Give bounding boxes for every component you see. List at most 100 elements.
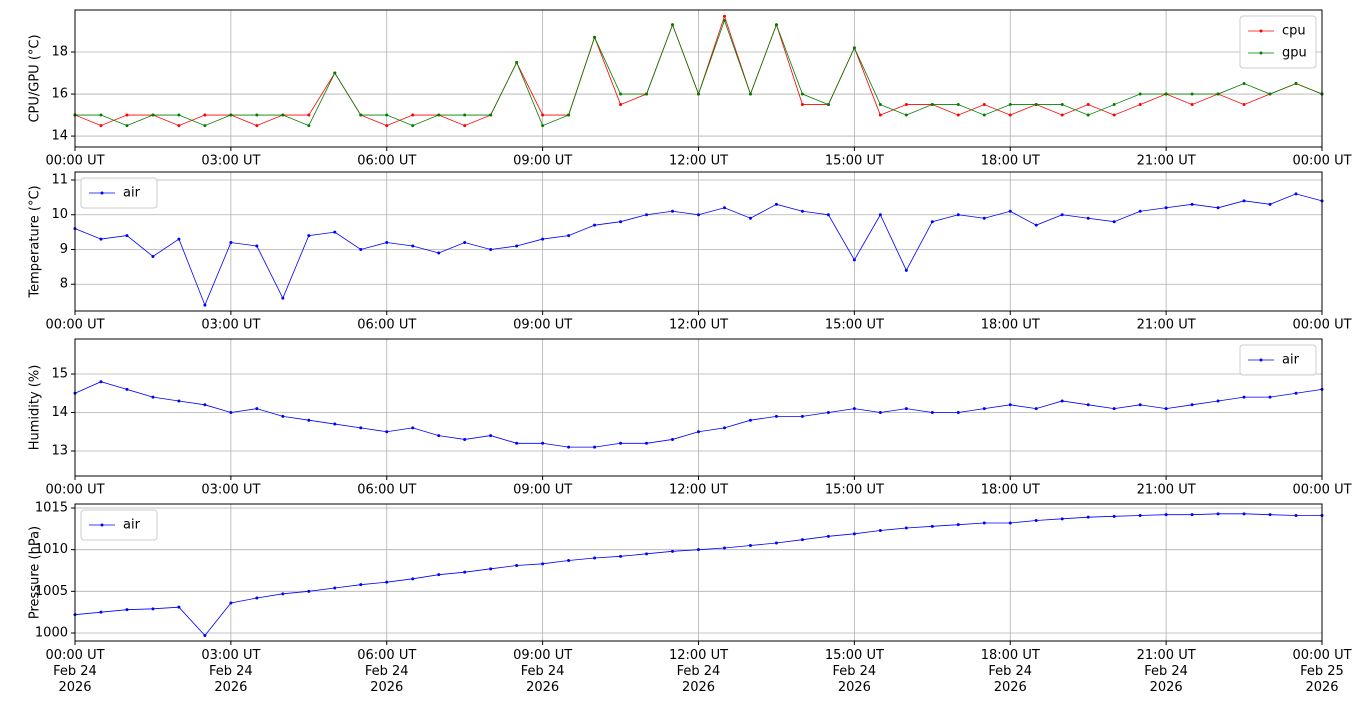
data-point: [722, 14, 726, 18]
data-point: [151, 113, 155, 117]
data-point: [333, 586, 337, 590]
data-point: [826, 411, 830, 415]
data-point: [281, 296, 285, 300]
data-point: [411, 426, 415, 430]
data-point: [1294, 82, 1298, 86]
data-point: [255, 113, 259, 117]
data-point: [463, 437, 467, 441]
data-point: [1060, 103, 1064, 107]
data-point: [1138, 403, 1142, 407]
data-point: [541, 113, 545, 117]
data-point: [1190, 202, 1194, 206]
data-point: [930, 103, 934, 107]
data-point: [1138, 92, 1142, 96]
x-tick-label: 21:00 UT: [1137, 154, 1196, 169]
data-point: [385, 430, 389, 434]
data-point: [982, 216, 986, 220]
data-point: [1268, 92, 1272, 96]
x-tick-label: 09:00 UT: [513, 318, 572, 333]
y-tick-label: 15: [51, 367, 68, 382]
data-point: [671, 549, 675, 553]
data-point: [852, 532, 856, 536]
data-point: [774, 23, 778, 27]
data-point: [463, 124, 467, 128]
x-tick-label: 18:00 UT: [981, 154, 1040, 169]
data-point: [697, 213, 700, 217]
data-point: [99, 380, 103, 384]
data-point: [645, 441, 649, 445]
plot-frame: [74, 9, 1323, 148]
data-point: [463, 241, 467, 245]
data-point: [1112, 103, 1116, 107]
data-point: [1008, 209, 1012, 213]
panel: 00:00 UT 03:00 UT 06:00 UT 09:00 UT 12:00 UT…: [28, 9, 1352, 169]
y-tick-label: 8: [60, 277, 68, 292]
data-point: [645, 213, 649, 217]
data-point: [541, 124, 545, 128]
legend: air: [80, 509, 158, 541]
data-point: [307, 113, 311, 117]
x-tick-label: 15:00 UT: [825, 483, 884, 498]
y-tick-label: 1000: [35, 626, 68, 641]
data-point: [1008, 403, 1012, 407]
data-point: [99, 124, 103, 128]
data-point: [99, 113, 103, 117]
panel: 00:00 UT 03:00 UT 06:00 UT 09:00 UT 12:00 UT…: [28, 338, 1352, 498]
data-point: [255, 244, 259, 248]
data-point: [567, 113, 571, 117]
x-tick-label: 00:00 UT: [45, 154, 104, 169]
data-point: [229, 113, 233, 117]
data-point: [1216, 399, 1220, 403]
data-point: [1034, 223, 1038, 227]
data-point: [1294, 192, 1298, 196]
data-point: [956, 411, 960, 415]
data-point: [1008, 521, 1012, 525]
x-tick-label: 21:00 UT: [1137, 318, 1196, 333]
legend-label: air: [123, 518, 141, 533]
y-tick-label: 1010: [35, 542, 68, 557]
data-point: [1008, 113, 1012, 117]
y-axis-label: Temperature (°C): [28, 185, 43, 298]
y-tick-label: 14: [51, 405, 68, 420]
data-point: [203, 403, 207, 407]
y-tick-label: 1015: [35, 501, 68, 516]
x-tick-label: 18:00 UT: [981, 318, 1040, 333]
data-point: [904, 103, 908, 107]
plot-frame: [74, 503, 1323, 642]
data-point: [177, 124, 181, 128]
y-tick-label: 10: [51, 207, 68, 222]
x-tick-label: 06:00 UT: [357, 154, 416, 169]
x-tick-label: 06:00 UT: [357, 483, 416, 498]
data-point: [1086, 216, 1090, 220]
data-point: [515, 61, 519, 65]
legend-label: gpu: [1282, 46, 1307, 61]
y-tick-label: 13: [51, 443, 68, 458]
data-point: [1086, 103, 1090, 107]
data-point: [1086, 515, 1090, 519]
data-point: [774, 414, 778, 418]
data-point: [904, 526, 908, 530]
data-point: [177, 605, 181, 609]
data-point: [255, 596, 259, 600]
data-point: [307, 234, 311, 238]
data-point: [800, 209, 804, 213]
data-point: [1034, 519, 1038, 522]
x-tick-label: 18:00 UT Feb 24 2026: [981, 648, 1040, 695]
data-point: [1242, 199, 1246, 203]
data-point: [307, 418, 311, 422]
data-point: [229, 601, 233, 605]
data-point: [385, 241, 389, 245]
data-point: [1060, 113, 1064, 117]
data-point: [619, 103, 623, 107]
data-point: [800, 538, 804, 542]
panel: 00:00 UT 03:00 UT 06:00 UT 09:00 UT 12:00 UT…: [28, 171, 1352, 333]
data-point: [411, 113, 415, 117]
data-point: [567, 234, 571, 238]
data-point: [645, 552, 649, 556]
data-point: [177, 399, 181, 403]
data-point: [826, 213, 830, 217]
legend-label: air: [123, 186, 141, 201]
data-point: [1060, 517, 1064, 521]
data-point: [645, 92, 649, 96]
plot-frame: [74, 171, 1323, 312]
